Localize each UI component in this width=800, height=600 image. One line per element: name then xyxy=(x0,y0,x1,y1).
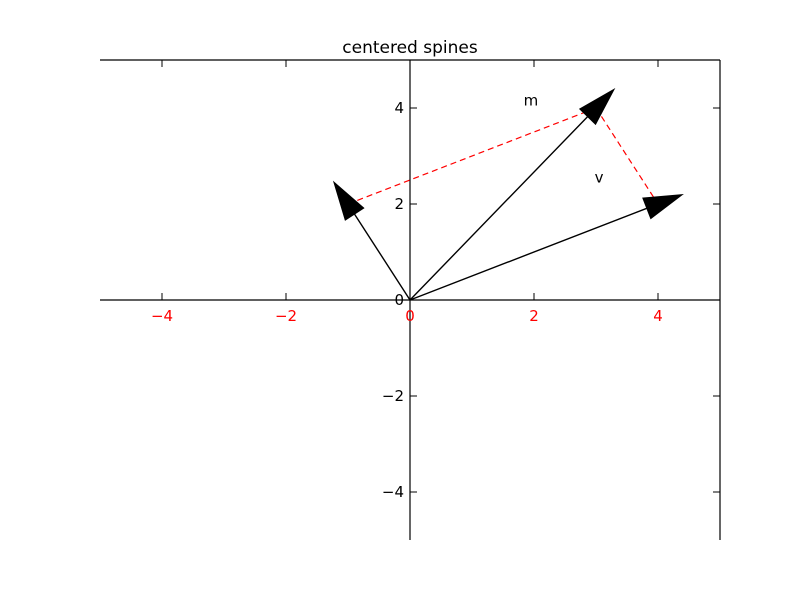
annotation-label: m xyxy=(524,92,539,110)
x-tick-label: 4 xyxy=(653,307,663,325)
x-tick-label: 0 xyxy=(405,307,415,325)
x-tick-label: 2 xyxy=(529,307,539,325)
x-tick-label: −2 xyxy=(275,307,297,325)
chart-title: centered spines xyxy=(342,38,478,58)
y-tick-label: −2 xyxy=(382,387,404,405)
dashed-line xyxy=(347,107,597,205)
y-tick-label: 2 xyxy=(394,195,404,213)
annotation-label: v xyxy=(595,168,604,186)
dashed-line xyxy=(595,107,659,205)
y-tick-label: −4 xyxy=(382,483,404,501)
y-tick-label: 0 xyxy=(394,291,404,309)
x-tick-label: −4 xyxy=(151,307,173,325)
vector-arrowhead xyxy=(578,88,616,126)
y-tick-label: 4 xyxy=(394,99,404,117)
vector-shaft xyxy=(409,116,589,301)
vector-arrowhead xyxy=(642,193,684,220)
vector-arrowhead xyxy=(332,180,365,221)
plot-area: −4 −2 0 2 4 −4 −2 0 2 4 m v xyxy=(100,59,721,540)
vector-shaft xyxy=(353,213,411,301)
vector-shaft xyxy=(409,207,648,301)
